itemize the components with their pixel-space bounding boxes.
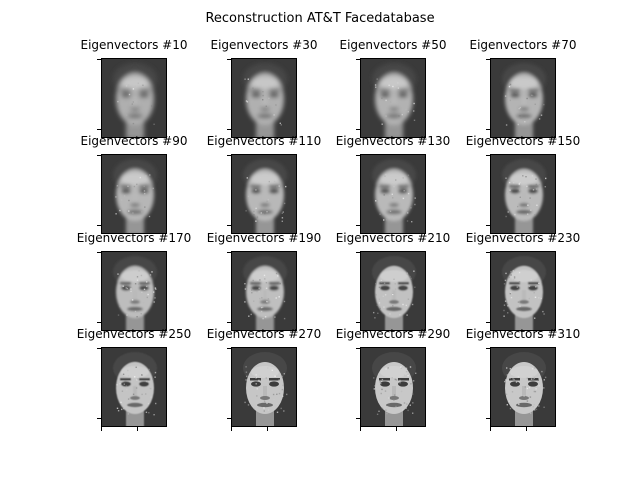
panel-title: Eigenvectors #310 — [465, 327, 581, 341]
x-tick — [526, 427, 527, 431]
y-tick — [227, 155, 231, 156]
face-reconstruction-image — [231, 154, 297, 234]
y-tick — [97, 322, 101, 323]
face-reconstruction-image — [101, 58, 167, 138]
panel-title: Eigenvectors #270 — [206, 327, 322, 341]
y-tick — [486, 322, 490, 323]
y-tick — [97, 155, 101, 156]
x-tick — [101, 427, 102, 431]
panel-title: Eigenvectors #190 — [206, 231, 322, 245]
face-reconstruction-image — [360, 347, 426, 427]
face-reconstruction-image — [490, 251, 556, 331]
y-tick — [97, 418, 101, 419]
y-tick — [227, 418, 231, 419]
panel-title: Eigenvectors #250 — [76, 327, 192, 341]
panel-title: Eigenvectors #70 — [469, 38, 577, 52]
y-tick — [356, 322, 360, 323]
y-tick — [356, 348, 360, 349]
y-tick — [486, 418, 490, 419]
y-tick — [97, 129, 101, 130]
face-reconstruction-image — [490, 154, 556, 234]
y-tick — [356, 59, 360, 60]
y-tick — [227, 59, 231, 60]
y-tick — [486, 129, 490, 130]
y-tick — [356, 252, 360, 253]
panel-title: Eigenvectors #90 — [80, 134, 188, 148]
y-tick — [486, 252, 490, 253]
face-reconstruction-image — [231, 58, 297, 138]
y-tick — [356, 225, 360, 226]
y-tick — [356, 129, 360, 130]
x-tick — [231, 427, 232, 431]
y-tick — [486, 59, 490, 60]
y-tick — [486, 225, 490, 226]
x-tick — [137, 427, 138, 431]
face-reconstruction-image — [490, 347, 556, 427]
y-tick — [97, 252, 101, 253]
y-tick — [227, 348, 231, 349]
x-tick — [396, 427, 397, 431]
face-reconstruction-image — [101, 347, 167, 427]
y-tick — [227, 322, 231, 323]
face-reconstruction-image — [490, 58, 556, 138]
panel-title: Eigenvectors #230 — [465, 231, 581, 245]
face-reconstruction-image — [360, 251, 426, 331]
face-reconstruction-image — [101, 154, 167, 234]
y-tick — [97, 348, 101, 349]
face-reconstruction-image — [360, 58, 426, 138]
y-tick — [97, 225, 101, 226]
x-tick — [360, 427, 361, 431]
y-tick — [486, 348, 490, 349]
panel-title: Eigenvectors #290 — [335, 327, 451, 341]
x-tick — [267, 427, 268, 431]
y-tick — [486, 155, 490, 156]
panel-title: Eigenvectors #170 — [76, 231, 192, 245]
panel-title: Eigenvectors #130 — [335, 134, 451, 148]
face-reconstruction-image — [360, 154, 426, 234]
face-reconstruction-image — [231, 347, 297, 427]
panel-title: Eigenvectors #110 — [206, 134, 322, 148]
y-tick — [227, 129, 231, 130]
panel-title: Eigenvectors #150 — [465, 134, 581, 148]
figure-title: Reconstruction AT&T Facedatabase — [205, 11, 435, 26]
face-reconstruction-image — [231, 251, 297, 331]
panel-title: Eigenvectors #30 — [210, 38, 318, 52]
y-tick — [227, 252, 231, 253]
y-tick — [356, 418, 360, 419]
y-tick — [97, 59, 101, 60]
panel-title: Eigenvectors #210 — [335, 231, 451, 245]
panel-title: Eigenvectors #10 — [80, 38, 188, 52]
y-tick — [227, 225, 231, 226]
face-reconstruction-image — [101, 251, 167, 331]
y-tick — [356, 155, 360, 156]
panel-title: Eigenvectors #50 — [339, 38, 447, 52]
x-tick — [490, 427, 491, 431]
